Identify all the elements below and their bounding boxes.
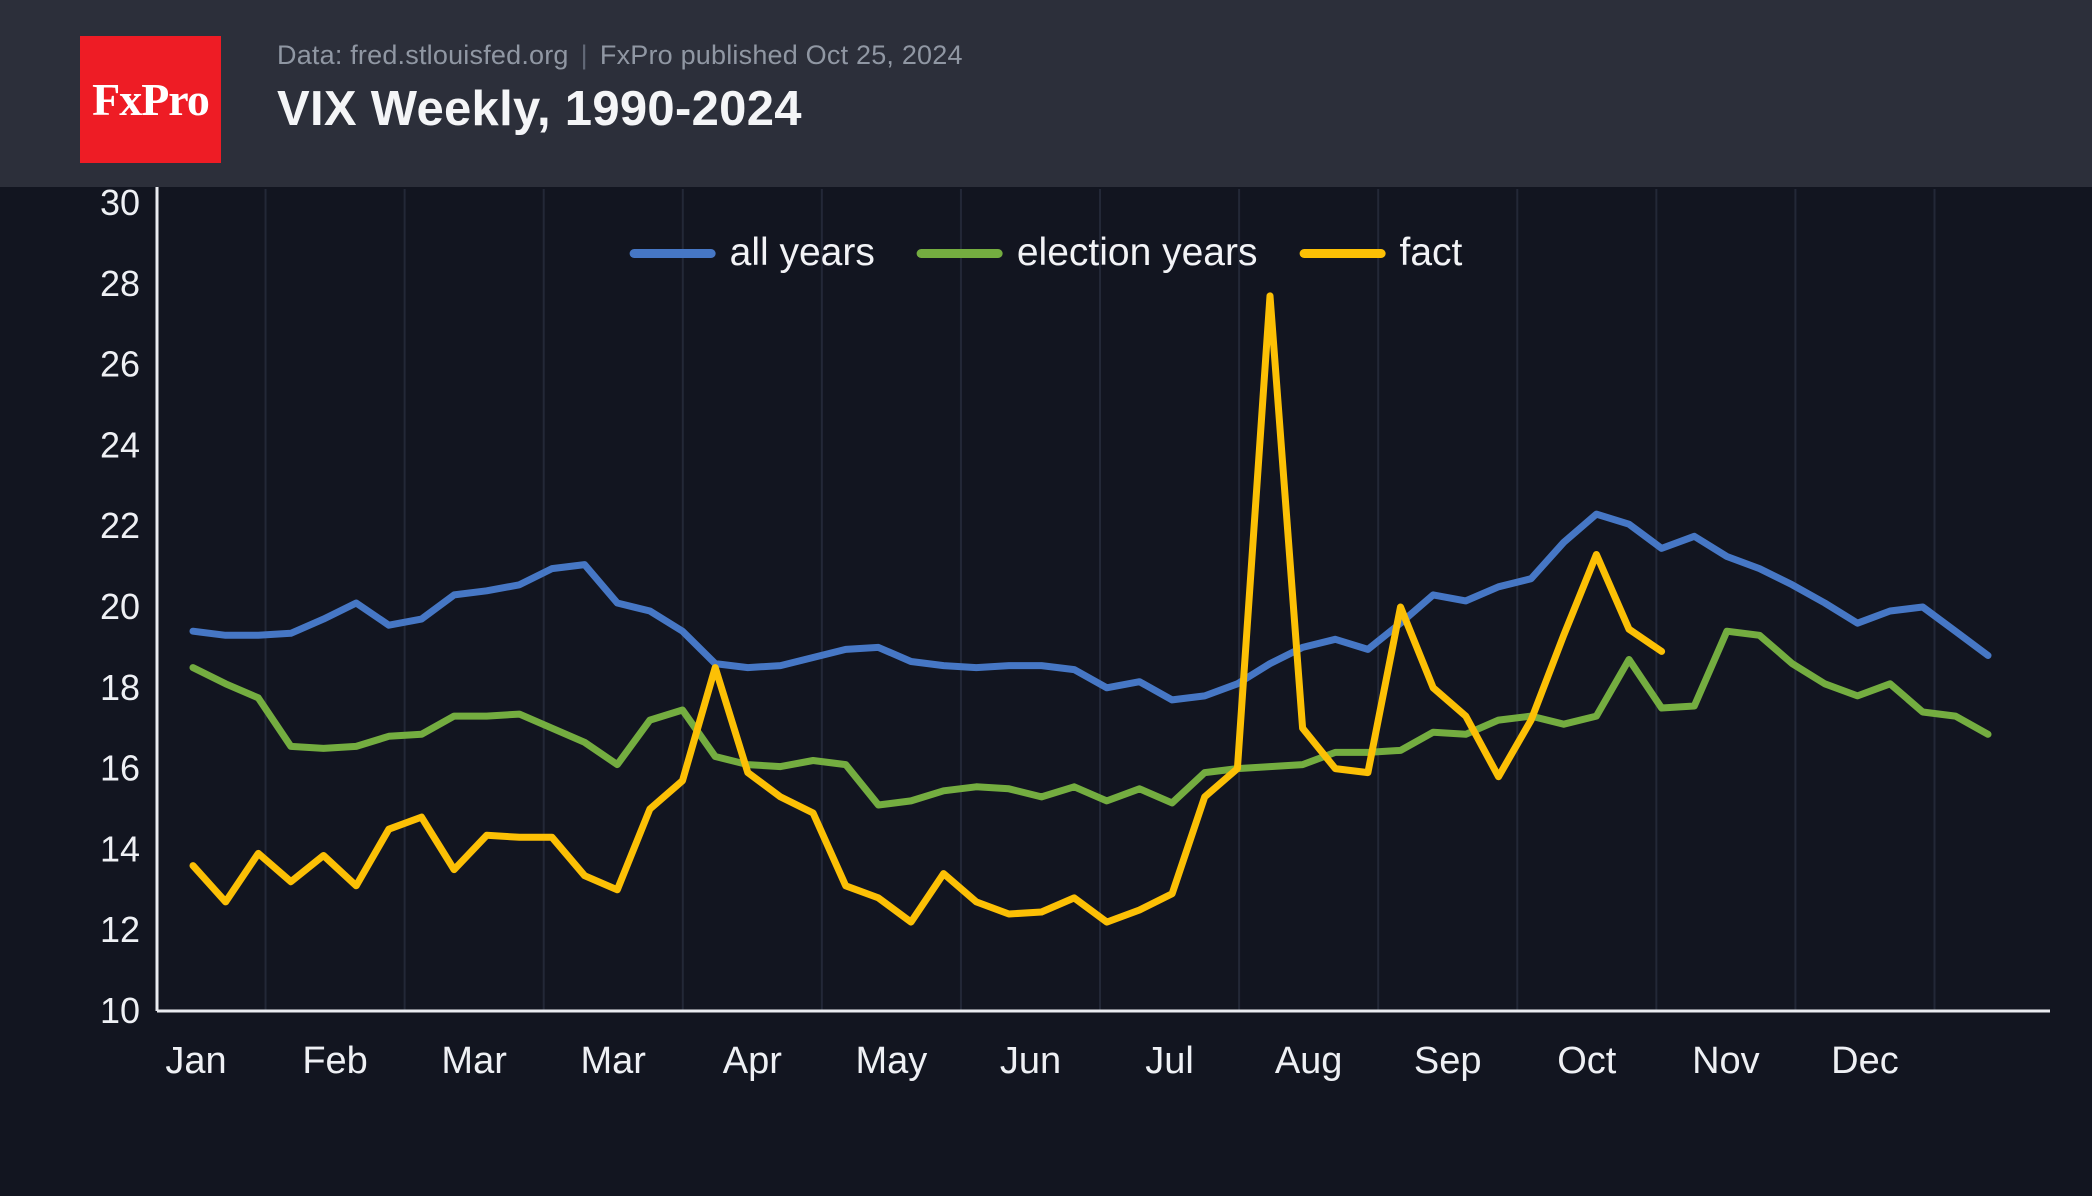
x-axis-label: Mar [441, 1040, 507, 1082]
series-line-all-years [189, 510, 1992, 704]
chart-title: VIX Weekly, 1990-2024 [277, 82, 802, 136]
legend-item-election-years: election years [916, 231, 1258, 275]
y-axis-label: 30 [100, 187, 140, 223]
published-text: FxPro published Oct 25, 2024 [599, 40, 963, 70]
y-axis-label: 24 [100, 424, 140, 465]
y-axis-label: 12 [100, 909, 140, 950]
y-axis-label: 18 [100, 667, 140, 708]
x-axis-label: Apr [723, 1040, 782, 1082]
x-axis-label: Oct [1557, 1040, 1617, 1082]
y-axis-label: 22 [100, 505, 140, 546]
y-axis-label: 26 [100, 344, 140, 385]
legend-swatch-all-years [629, 248, 716, 258]
legend-label-fact: fact [1399, 231, 1463, 274]
vix-line-chart: 30 28 26 24 22 20 18 16 14 12 10 Jan Feb Mar Mar Apr May… [100, 187, 2050, 1082]
y-axis-label: 16 [100, 748, 140, 789]
x-axis-label: Jul [1145, 1040, 1194, 1082]
y-axis-label: 10 [100, 990, 140, 1031]
x-axis-label: Dec [1831, 1040, 1899, 1082]
chart-legend: all years election years fact [629, 231, 1463, 275]
x-axis-label: Nov [1692, 1040, 1760, 1082]
chart-area: 30 28 26 24 22 20 18 16 14 12 10 Jan Feb Mar Mar Apr May… [0, 187, 2092, 1196]
x-axis-label: Mar [581, 1040, 647, 1082]
x-axis-label: Jan [165, 1040, 226, 1082]
meta-separator: | [580, 40, 588, 70]
fxpro-logo: FxPro [80, 36, 221, 163]
legend-label-all-years: all years [729, 231, 875, 274]
x-axis-label: Aug [1275, 1040, 1343, 1082]
legend-item-fact: fact [1299, 231, 1463, 275]
legend-label-election-years: election years [1016, 231, 1258, 274]
series-line-fact [189, 292, 1666, 926]
header-bar: FxPro Data: fred.stlouisfed.org | FxPro pu… [0, 0, 2092, 187]
x-axis-label: Sep [1414, 1040, 1482, 1082]
legend-swatch-fact [1299, 248, 1386, 258]
y-axis-label: 14 [100, 828, 140, 869]
x-axis-label: May [856, 1040, 928, 1082]
header-text-block: Data: fred.stlouisfed.org | FxPro publishe… [277, 40, 963, 137]
data-source-text: Data: fred.stlouisfed.org [277, 40, 569, 70]
legend-swatch-election-years [916, 248, 1003, 258]
chart-meta: Data: fred.stlouisfed.org | FxPro publishe… [277, 40, 963, 71]
legend-item-all-years: all years [629, 231, 875, 275]
y-axis-label: 28 [100, 263, 140, 304]
y-axis-label: 20 [100, 586, 140, 627]
x-axis-label: Jun [1000, 1040, 1061, 1082]
x-axis-label: Feb [302, 1040, 367, 1082]
fxpro-logo-text: FxPro [92, 74, 210, 125]
series-line-election-years [189, 627, 1992, 809]
